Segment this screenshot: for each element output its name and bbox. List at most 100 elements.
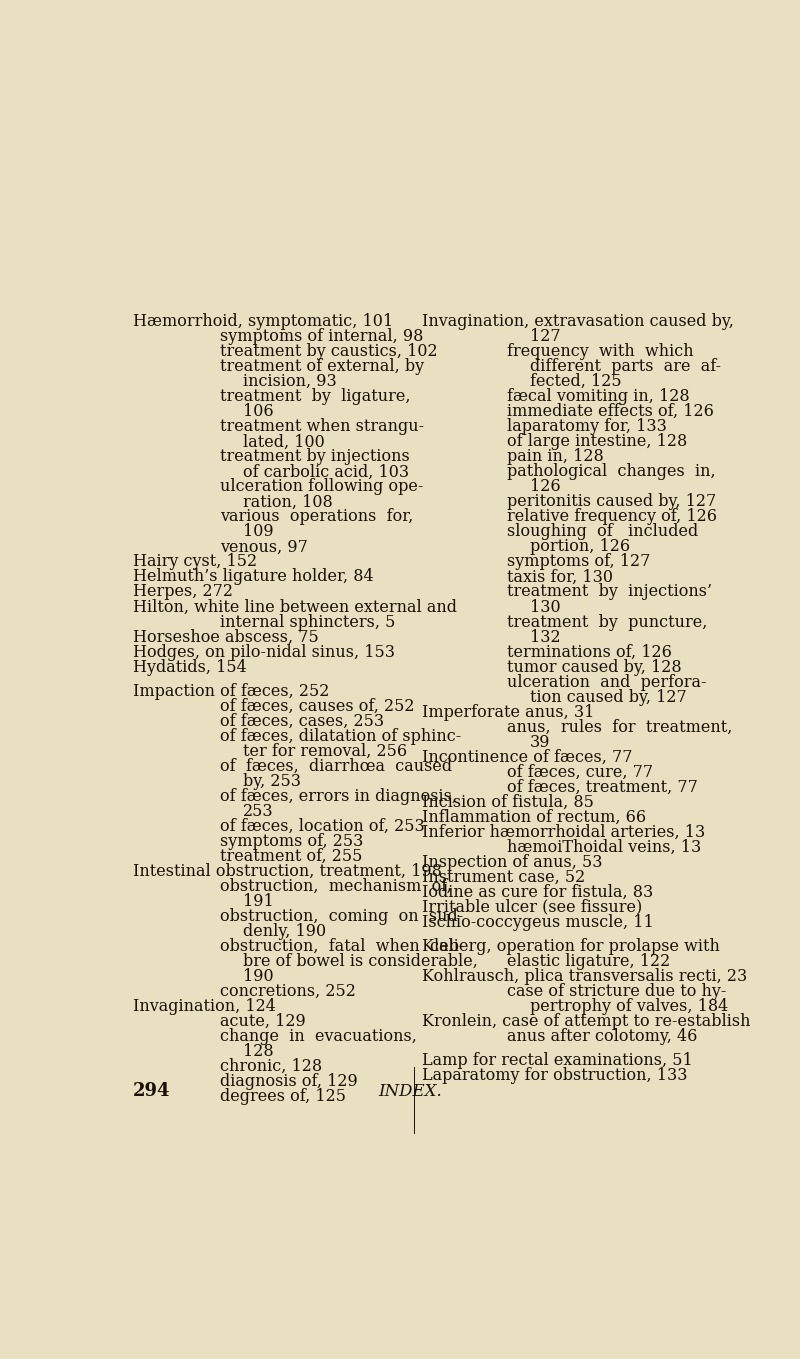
Text: Ischio-coccygeus muscle, 11: Ischio-coccygeus muscle, 11 xyxy=(422,913,654,931)
Text: of carbolic acid, 103: of carbolic acid, 103 xyxy=(243,463,410,480)
Text: pathological  changes  in,: pathological changes in, xyxy=(507,463,715,480)
Text: Helmuth’s ligature holder, 84: Helmuth’s ligature holder, 84 xyxy=(133,568,373,586)
Text: pain in, 128: pain in, 128 xyxy=(507,448,604,465)
Text: Instrument case, 52: Instrument case, 52 xyxy=(422,868,585,886)
Text: Kronlein, case of attempt to re-establish: Kronlein, case of attempt to re-establis… xyxy=(422,1012,750,1030)
Text: degrees of, 125: degrees of, 125 xyxy=(220,1089,346,1105)
Text: 109: 109 xyxy=(243,523,274,541)
Text: ter for removal, 256: ter for removal, 256 xyxy=(243,742,407,760)
Text: treatment when strangu-: treatment when strangu- xyxy=(220,419,424,435)
Text: different  parts  are  af-: different parts are af- xyxy=(530,359,722,375)
Text: 126: 126 xyxy=(530,478,561,496)
Text: of fæces, treatment, 77: of fæces, treatment, 77 xyxy=(507,779,698,796)
Text: bre of bowel is considerable,: bre of bowel is considerable, xyxy=(243,953,478,970)
Text: 130: 130 xyxy=(530,598,561,616)
Text: terminations of, 126: terminations of, 126 xyxy=(507,644,672,660)
Text: treatment of, 255: treatment of, 255 xyxy=(220,848,362,864)
Text: Lamp for rectal examinations, 51: Lamp for rectal examinations, 51 xyxy=(422,1052,692,1070)
Text: venous, 97: venous, 97 xyxy=(220,538,308,556)
Text: incision, 93: incision, 93 xyxy=(243,374,337,390)
Text: symptoms of, 127: symptoms of, 127 xyxy=(507,553,650,571)
Text: Invagination, extravasation caused by,: Invagination, extravasation caused by, xyxy=(422,313,734,330)
Text: tion caused by, 127: tion caused by, 127 xyxy=(530,689,687,705)
Text: Impaction of fæces, 252: Impaction of fæces, 252 xyxy=(133,682,329,700)
Text: Horseshoe abscess, 75: Horseshoe abscess, 75 xyxy=(133,629,318,646)
Text: by, 253: by, 253 xyxy=(243,773,302,790)
Text: Kohlrausch, plica transversalis recti, 23: Kohlrausch, plica transversalis recti, 2… xyxy=(422,968,747,985)
Text: treatment by injections: treatment by injections xyxy=(220,448,410,465)
Text: of fæces, causes of, 252: of fæces, causes of, 252 xyxy=(220,697,414,715)
Text: treatment by caustics, 102: treatment by caustics, 102 xyxy=(220,344,438,360)
Text: of  fæces,  diarrhœa  caused: of fæces, diarrhœa caused xyxy=(220,758,452,775)
Text: 132: 132 xyxy=(530,629,561,646)
Text: Hydatids, 154: Hydatids, 154 xyxy=(133,659,246,675)
Text: fected, 125: fected, 125 xyxy=(530,374,622,390)
Text: Iodine as cure for fistula, 83: Iodine as cure for fistula, 83 xyxy=(422,883,653,901)
Text: diagnosis of, 129: diagnosis of, 129 xyxy=(220,1074,358,1090)
Text: Hilton, white line between external and: Hilton, white line between external and xyxy=(133,598,457,616)
Text: tumor caused by, 128: tumor caused by, 128 xyxy=(507,659,682,675)
Text: Herpes, 272: Herpes, 272 xyxy=(133,583,233,601)
Text: 39: 39 xyxy=(530,734,550,750)
Text: Hairy cyst, 152: Hairy cyst, 152 xyxy=(133,553,257,571)
Text: of fæces, cure, 77: of fæces, cure, 77 xyxy=(507,764,653,780)
Text: frequency  with  which: frequency with which xyxy=(507,344,694,360)
Text: Inspection of anus, 53: Inspection of anus, 53 xyxy=(422,853,602,871)
Text: 190: 190 xyxy=(243,968,274,985)
Text: taxis for, 130: taxis for, 130 xyxy=(507,568,613,586)
Text: INDEX.: INDEX. xyxy=(378,1083,442,1099)
Text: lated, 100: lated, 100 xyxy=(243,434,325,450)
Text: obstruction,  mechanism  of,: obstruction, mechanism of, xyxy=(220,878,452,894)
Text: Imperforate anus, 31: Imperforate anus, 31 xyxy=(422,704,594,720)
Text: portion, 126: portion, 126 xyxy=(530,538,630,556)
Text: internal sphincters, 5: internal sphincters, 5 xyxy=(220,613,395,631)
Text: various  operations  for,: various operations for, xyxy=(220,508,414,526)
Text: of fæces, errors in diagnosis,: of fæces, errors in diagnosis, xyxy=(220,788,457,805)
Text: anus,  rules  for  treatment,: anus, rules for treatment, xyxy=(507,719,732,735)
Text: peritonitis caused by, 127: peritonitis caused by, 127 xyxy=(507,493,716,511)
Text: Invagination, 124: Invagination, 124 xyxy=(133,998,275,1015)
Text: Laparatomy for obstruction, 133: Laparatomy for obstruction, 133 xyxy=(422,1067,687,1084)
Text: of fæces, location of, 253: of fæces, location of, 253 xyxy=(220,818,425,834)
Text: chronic, 128: chronic, 128 xyxy=(220,1057,322,1075)
Text: 128: 128 xyxy=(243,1042,274,1060)
Text: denly, 190: denly, 190 xyxy=(243,923,326,940)
Text: of fæces, cases, 253: of fæces, cases, 253 xyxy=(220,712,384,730)
Text: acute, 129: acute, 129 xyxy=(220,1012,306,1030)
Text: ulceration  and  perfora-: ulceration and perfora- xyxy=(507,674,706,690)
Text: immediate effects of, 126: immediate effects of, 126 xyxy=(507,404,714,420)
Text: treatment of external, by: treatment of external, by xyxy=(220,359,424,375)
Text: symptoms of internal, 98: symptoms of internal, 98 xyxy=(220,329,423,345)
Text: Hæmorrhoid, symptomatic, 101: Hæmorrhoid, symptomatic, 101 xyxy=(133,313,393,330)
Text: fæcal vomiting in, 128: fæcal vomiting in, 128 xyxy=(507,389,690,405)
Text: 294: 294 xyxy=(133,1082,170,1099)
Text: symptoms of, 253: symptoms of, 253 xyxy=(220,833,363,849)
Text: 106: 106 xyxy=(243,404,274,420)
Text: of large intestine, 128: of large intestine, 128 xyxy=(507,434,687,450)
Text: obstruction,  fatal  when  cali-: obstruction, fatal when cali- xyxy=(220,938,465,955)
Text: sloughing  of   included: sloughing of included xyxy=(507,523,698,541)
Text: Inferior hæmorrhoidal arteries, 13: Inferior hæmorrhoidal arteries, 13 xyxy=(422,824,705,841)
Text: 253: 253 xyxy=(243,803,274,819)
Text: relative frequency of, 126: relative frequency of, 126 xyxy=(507,508,717,526)
Text: anus after colotomy, 46: anus after colotomy, 46 xyxy=(507,1027,698,1045)
Text: Kleberg, operation for prolapse with: Kleberg, operation for prolapse with xyxy=(422,938,719,955)
Text: case of stricture due to hy-: case of stricture due to hy- xyxy=(507,983,726,1000)
Text: change  in  evacuations,: change in evacuations, xyxy=(220,1027,417,1045)
Text: treatment  by  puncture,: treatment by puncture, xyxy=(507,613,707,631)
Text: treatment  by  injections’: treatment by injections’ xyxy=(507,583,712,601)
Text: Irritable ulcer (see fissure): Irritable ulcer (see fissure) xyxy=(422,898,642,916)
Text: Intestinal obstruction, treatment, 198: Intestinal obstruction, treatment, 198 xyxy=(133,863,442,879)
Text: obstruction,  coming  on  sud-: obstruction, coming on sud- xyxy=(220,908,463,925)
Text: 191: 191 xyxy=(243,893,274,909)
Text: ulceration following ope-: ulceration following ope- xyxy=(220,478,423,496)
Text: of fæces, dilatation of sphinc-: of fæces, dilatation of sphinc- xyxy=(220,727,462,745)
Text: concretions, 252: concretions, 252 xyxy=(220,983,356,1000)
Text: 127: 127 xyxy=(530,329,561,345)
Text: Incontinence of fæces, 77: Incontinence of fæces, 77 xyxy=(422,749,632,765)
Text: elastic ligature, 122: elastic ligature, 122 xyxy=(507,953,670,970)
Text: hæmoiThoidal veins, 13: hæmoiThoidal veins, 13 xyxy=(507,839,701,856)
Text: laparatomy for, 133: laparatomy for, 133 xyxy=(507,419,666,435)
Text: pertrophy of valves, 184: pertrophy of valves, 184 xyxy=(530,998,728,1015)
Text: Hodges, on pilo-nidal sinus, 153: Hodges, on pilo-nidal sinus, 153 xyxy=(133,644,394,660)
